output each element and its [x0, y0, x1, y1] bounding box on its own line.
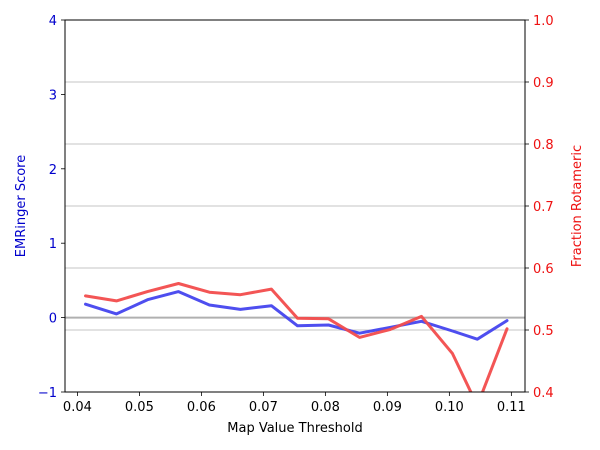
right-y-tick-label: 0.6	[533, 262, 554, 277]
x-tick-label: 0.08	[311, 400, 340, 415]
x-tick-label: 0.05	[125, 400, 154, 415]
left-y-axis-title: EMRinger Score	[14, 155, 29, 257]
left-y-tick-label: 2	[49, 163, 57, 178]
x-tick-label: 0.10	[435, 400, 464, 415]
right-y-tick-label: 0.9	[533, 76, 554, 91]
left-y-axis-ticks: −1 0 1 2 3 4	[38, 14, 65, 401]
emringer-score-line	[84, 290, 509, 341]
series-group	[84, 282, 509, 392]
left-y-tick-label: −1	[38, 386, 57, 401]
x-tick-label: 0.07	[249, 400, 278, 415]
right-y-axis-title: Fraction Rotameric	[570, 145, 585, 267]
x-axis-ticks: 0.04 0.05 0.06 0.07 0.08 0.09 0.10 0.11	[63, 392, 526, 415]
fraction-rotameric-line	[84, 282, 509, 392]
left-y-tick-label: 3	[49, 88, 57, 103]
right-y-axis-ticks: 0.4 0.5 0.6 0.7 0.8 0.9 1.0	[525, 14, 554, 401]
left-y-tick-label: 0	[49, 312, 57, 327]
right-axis-gridlines	[65, 19, 525, 393]
right-y-tick-label: 0.7	[533, 200, 554, 215]
x-tick-label: 0.06	[187, 400, 216, 415]
right-y-tick-label: 0.8	[533, 138, 554, 153]
right-y-tick-label: 1.0	[533, 14, 554, 29]
x-tick-label: 0.04	[63, 400, 92, 415]
x-tick-label: 0.09	[373, 400, 402, 415]
right-y-tick-label: 0.5	[533, 324, 554, 339]
left-y-tick-label: 4	[49, 14, 57, 29]
x-tick-label: 0.11	[497, 400, 526, 415]
x-axis-title: Map Value Threshold	[227, 421, 362, 436]
left-y-tick-label: 1	[49, 237, 57, 252]
right-y-tick-label: 0.4	[533, 386, 554, 401]
